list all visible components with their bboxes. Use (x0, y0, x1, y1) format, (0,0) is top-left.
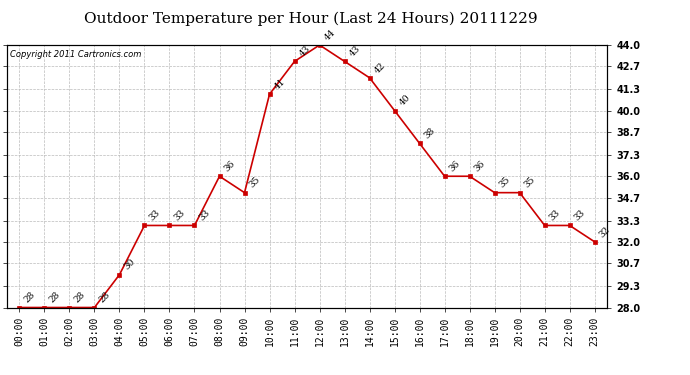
Text: 28: 28 (22, 290, 37, 305)
Text: 35: 35 (497, 176, 512, 190)
Text: 33: 33 (573, 209, 586, 223)
Text: 33: 33 (172, 209, 186, 223)
Text: 36: 36 (473, 159, 487, 174)
Text: 32: 32 (598, 225, 612, 239)
Text: 36: 36 (447, 159, 462, 174)
Text: 36: 36 (222, 159, 237, 174)
Text: 28: 28 (72, 290, 87, 305)
Text: 33: 33 (547, 209, 562, 223)
Text: 43: 43 (297, 44, 312, 58)
Text: 30: 30 (122, 258, 137, 272)
Text: 28: 28 (97, 290, 112, 305)
Text: 33: 33 (147, 209, 161, 223)
Text: 35: 35 (522, 176, 537, 190)
Text: Copyright 2011 Cartronics.com: Copyright 2011 Cartronics.com (10, 50, 141, 59)
Text: 42: 42 (373, 61, 387, 75)
Text: 38: 38 (422, 126, 437, 141)
Text: 41: 41 (273, 77, 287, 92)
Text: 44: 44 (322, 28, 337, 42)
Text: 33: 33 (197, 209, 212, 223)
Text: 40: 40 (397, 93, 412, 108)
Text: 43: 43 (347, 44, 362, 58)
Text: 35: 35 (247, 176, 262, 190)
Text: 28: 28 (47, 290, 61, 305)
Text: Outdoor Temperature per Hour (Last 24 Hours) 20111229: Outdoor Temperature per Hour (Last 24 Ho… (83, 11, 538, 26)
